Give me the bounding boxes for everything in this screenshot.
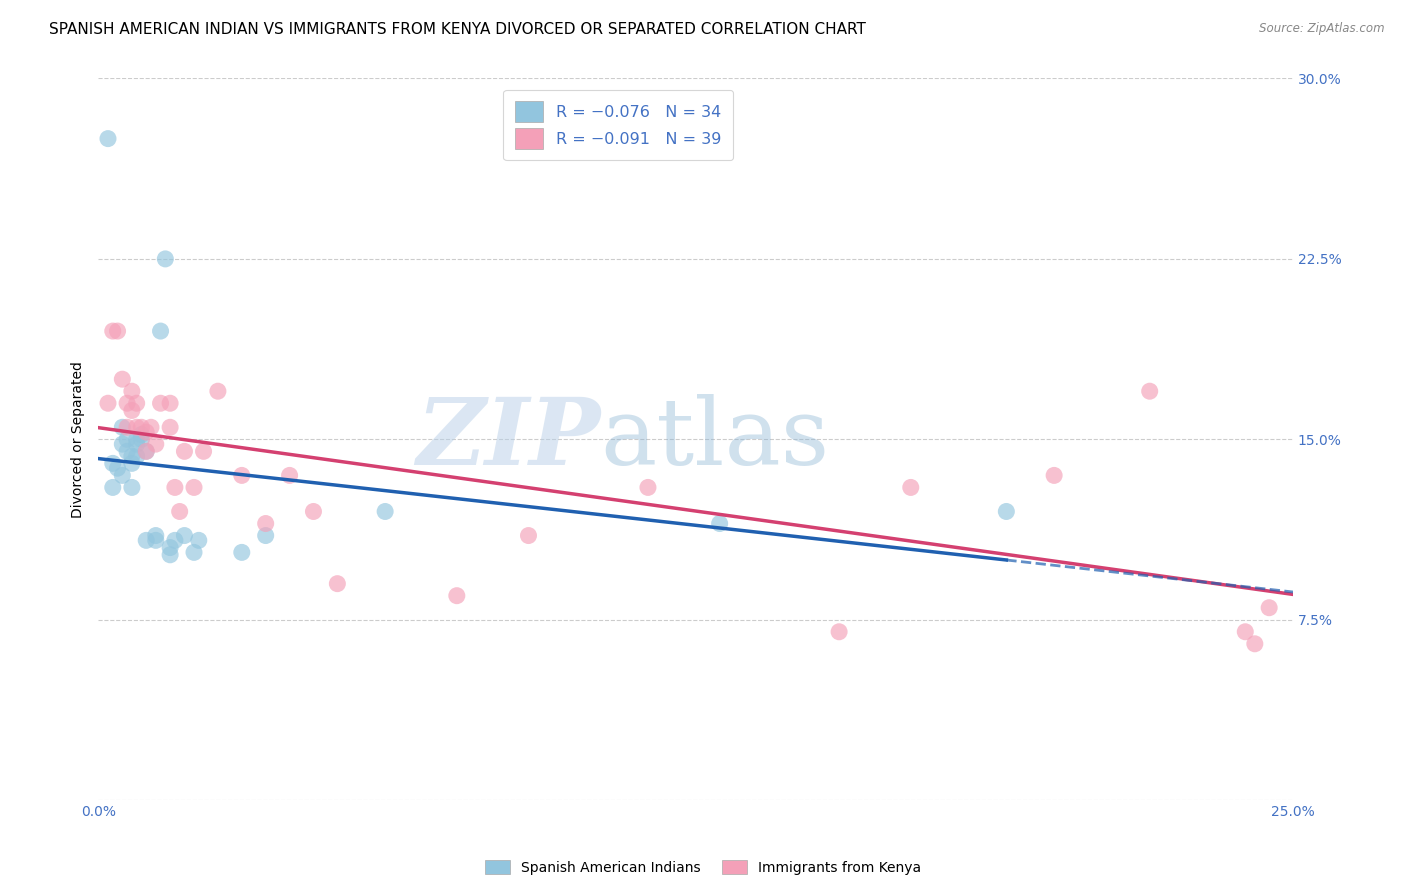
Point xyxy=(145,437,167,451)
Legend: Spanish American Indians, Immigrants from Kenya: Spanish American Indians, Immigrants fro… xyxy=(479,855,927,880)
Point xyxy=(135,533,157,548)
Point xyxy=(125,433,148,447)
Point xyxy=(125,420,148,434)
Text: ZIP: ZIP xyxy=(416,394,600,484)
Point xyxy=(163,480,186,494)
Point xyxy=(115,396,138,410)
Point xyxy=(131,420,153,434)
Point xyxy=(121,449,143,463)
Point xyxy=(101,456,124,470)
Point xyxy=(135,444,157,458)
Point xyxy=(446,589,468,603)
Point xyxy=(131,433,153,447)
Point xyxy=(326,576,349,591)
Point xyxy=(231,545,253,559)
Point xyxy=(115,420,138,434)
Point xyxy=(111,420,134,434)
Point xyxy=(125,449,148,463)
Point xyxy=(135,444,157,458)
Point xyxy=(131,427,153,442)
Point xyxy=(111,437,134,451)
Point xyxy=(101,324,124,338)
Point xyxy=(278,468,301,483)
Point xyxy=(637,480,659,494)
Point xyxy=(159,420,181,434)
Point xyxy=(149,324,172,338)
Point xyxy=(125,396,148,410)
Point xyxy=(139,420,162,434)
Point xyxy=(173,528,195,542)
Point xyxy=(145,533,167,548)
Point xyxy=(163,533,186,548)
Point xyxy=(125,437,148,451)
Point xyxy=(231,468,253,483)
Point xyxy=(111,372,134,386)
Point xyxy=(115,444,138,458)
Point xyxy=(121,384,143,399)
Point xyxy=(159,396,181,410)
Point xyxy=(121,403,143,417)
Point xyxy=(207,384,229,399)
Point xyxy=(254,516,277,531)
Point xyxy=(517,528,540,542)
Point xyxy=(709,516,731,531)
Point xyxy=(1234,624,1257,639)
Point xyxy=(302,504,325,518)
Text: SPANISH AMERICAN INDIAN VS IMMIGRANTS FROM KENYA DIVORCED OR SEPARATED CORRELATI: SPANISH AMERICAN INDIAN VS IMMIGRANTS FR… xyxy=(49,22,866,37)
Point xyxy=(107,324,129,338)
Y-axis label: Divorced or Separated: Divorced or Separated xyxy=(72,361,86,517)
Point xyxy=(1258,600,1281,615)
Point xyxy=(995,504,1018,518)
Point xyxy=(254,528,277,542)
Point xyxy=(97,396,120,410)
Point xyxy=(193,444,215,458)
Point xyxy=(135,425,157,439)
Point xyxy=(187,533,209,548)
Text: Source: ZipAtlas.com: Source: ZipAtlas.com xyxy=(1260,22,1385,36)
Point xyxy=(101,480,124,494)
Point xyxy=(1139,384,1161,399)
Point xyxy=(121,456,143,470)
Point xyxy=(1243,637,1265,651)
Point xyxy=(169,504,191,518)
Point xyxy=(149,396,172,410)
Point xyxy=(900,480,922,494)
Point xyxy=(107,461,129,475)
Point xyxy=(121,480,143,494)
Point xyxy=(115,433,138,447)
Point xyxy=(828,624,851,639)
Point xyxy=(1043,468,1066,483)
Point xyxy=(159,541,181,555)
Point xyxy=(111,468,134,483)
Text: atlas: atlas xyxy=(600,394,830,484)
Point xyxy=(374,504,396,518)
Point xyxy=(183,545,205,559)
Legend: R = −0.076   N = 34, R = −0.091   N = 39: R = −0.076 N = 34, R = −0.091 N = 39 xyxy=(503,90,733,160)
Point xyxy=(173,444,195,458)
Point xyxy=(145,528,167,542)
Point xyxy=(183,480,205,494)
Point xyxy=(155,252,177,266)
Point xyxy=(159,548,181,562)
Point xyxy=(97,131,120,145)
